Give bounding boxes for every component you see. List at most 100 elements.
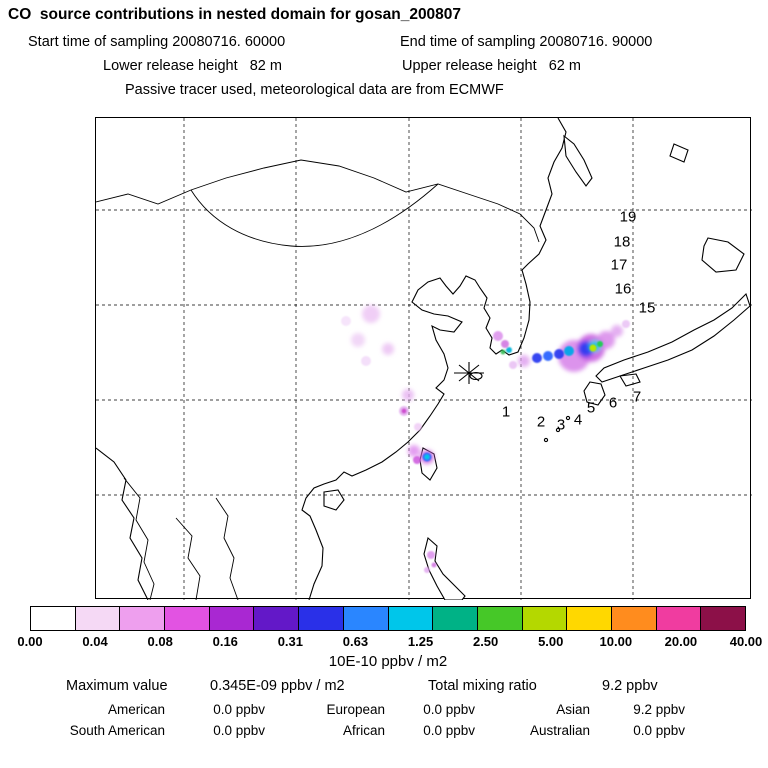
- map-panel: 19 18 17 16 15 7 6 5 4 3 2 1: [95, 117, 752, 600]
- trajectory-number: 2: [536, 413, 546, 431]
- site-asterisk-icon: [454, 362, 484, 384]
- region-label: South American: [69, 723, 165, 738]
- concentration-blob: [597, 341, 603, 347]
- trajectory-number: 5: [586, 399, 596, 417]
- colorbar-tick-label: 10.00: [599, 634, 633, 649]
- hokkaido-island: [701, 237, 745, 273]
- region-label: European: [326, 702, 385, 717]
- colorbar-segment: [209, 607, 255, 630]
- colorbar-tick-label: 20.00: [664, 634, 698, 649]
- colorbar-tick-label: 0.31: [277, 634, 304, 649]
- concentration-blob: [431, 562, 437, 568]
- colorbar-segment: [388, 607, 434, 630]
- concentration-blob: [554, 349, 564, 359]
- region-value: 0.0 ppbv: [213, 702, 265, 717]
- indochina-border-1: [215, 497, 239, 600]
- ryukyu-islet-1: [565, 415, 571, 421]
- region-value: 9.2 ppbv: [633, 702, 685, 717]
- receptor-site-marker: [454, 362, 484, 384]
- trajectory-number: 6: [608, 394, 618, 412]
- kyushu-island: [583, 381, 606, 406]
- trajectory-number: 15: [638, 299, 656, 317]
- concentration-blob: [564, 346, 574, 356]
- honshu-island: [595, 292, 751, 383]
- colorbar-segment: [75, 607, 121, 630]
- concentration-blob: [589, 344, 597, 352]
- colorbar-segment: [165, 607, 210, 630]
- colorbar-segment: [522, 607, 568, 630]
- mongolia-border: [190, 183, 439, 247]
- colorbar-tick-label: 5.00: [538, 634, 564, 649]
- grid-lines: [96, 118, 752, 600]
- colorbar-tick-label: 0.08: [147, 634, 173, 649]
- kuril-island: [669, 143, 689, 163]
- concentration-blob: [424, 567, 430, 573]
- total-mixing-ratio-value: 9.2 ppbv: [602, 678, 658, 694]
- concentration-blob: [518, 355, 530, 367]
- region-label: American: [107, 702, 165, 717]
- colorbar-segment: [611, 607, 657, 630]
- trajectory-number: 7: [632, 388, 642, 406]
- concentration-blob: [408, 445, 420, 457]
- trajectory-number: 3: [556, 416, 566, 434]
- upper-release-text: Upper release height 62 m: [402, 58, 581, 74]
- concentration-blob: [401, 408, 407, 414]
- region-value: 0.0 ppbv: [213, 723, 265, 738]
- region-label: Asian: [556, 702, 590, 717]
- concentration-blob: [351, 333, 365, 347]
- start-time-text: Start time of sampling 20080716. 60000: [28, 34, 286, 50]
- concentration-blob: [382, 343, 394, 355]
- total-mixing-ratio-label: Total mixing ratio: [428, 678, 537, 694]
- concentration-blob: [543, 351, 553, 361]
- coastlines: [96, 118, 751, 600]
- concentration-blob: [501, 340, 509, 348]
- concentration-blob: [622, 320, 630, 328]
- trajectory-number: 4: [573, 411, 583, 429]
- concentration-blob: [361, 356, 371, 366]
- ryukyu-islet-2: [555, 427, 561, 433]
- colorbar-segment: [343, 607, 389, 630]
- colorbar: [30, 606, 746, 631]
- indochina-border-2: [175, 517, 201, 600]
- lower-release-text: Lower release height 82 m: [103, 58, 282, 74]
- max-value: 0.345E-09 ppbv / m2: [210, 678, 345, 694]
- trajectory-number: 16: [614, 280, 632, 298]
- colorbar-segment: [254, 607, 300, 630]
- end-time-text: End time of sampling 20080716. 90000: [400, 34, 653, 50]
- colorbar-tick-label: 0.00: [17, 634, 43, 649]
- concentration-blob: [424, 454, 430, 460]
- concentration-blob: [509, 361, 517, 369]
- shikoku-island: [619, 373, 641, 387]
- concentration-blob: [427, 551, 435, 559]
- concentration-blobs-core: [341, 316, 630, 573]
- trajectory-number: 17: [610, 256, 628, 274]
- northern-border: [96, 159, 540, 243]
- concentration-blob: [362, 305, 380, 323]
- region-label: Australian: [529, 723, 590, 738]
- region-contributions-table: American 0.0 ppbv European 0.0 ppbv Asian 9.2…: [25, 702, 685, 738]
- colorbar-tick-labels: 0.00 0.04 0.08 0.16 0.31 0.63 1.25 2.50 5.00 10.0…: [17, 634, 762, 650]
- indochina-border-3: [123, 477, 155, 600]
- region-value: 0.0 ppbv: [423, 702, 475, 717]
- mainland-coastline: [301, 118, 567, 600]
- map-canvas: [96, 118, 752, 600]
- sakhalin-island: [563, 134, 593, 187]
- luzon-island: [423, 536, 466, 600]
- colorbar-segment: [477, 607, 523, 630]
- region-label: African: [342, 723, 385, 738]
- concentration-blob: [413, 456, 421, 464]
- colorbar-segment: [701, 607, 745, 630]
- concentration-blob: [506, 347, 512, 353]
- trajectory-number: 1: [501, 403, 511, 421]
- colorbar-segment: [299, 607, 344, 630]
- colorbar-segment: [656, 607, 702, 630]
- ryukyu-islet-3: [543, 437, 549, 443]
- concentration-blob: [532, 353, 542, 363]
- trajectory-number: 19: [619, 208, 637, 226]
- concentration-blob: [493, 331, 503, 341]
- hainan-island: [323, 489, 345, 511]
- colorbar-segment: [433, 607, 478, 630]
- tracer-info-text: Passive tracer used, meteorological data…: [125, 82, 504, 98]
- colorbar-tick-label: 0.04: [82, 634, 108, 649]
